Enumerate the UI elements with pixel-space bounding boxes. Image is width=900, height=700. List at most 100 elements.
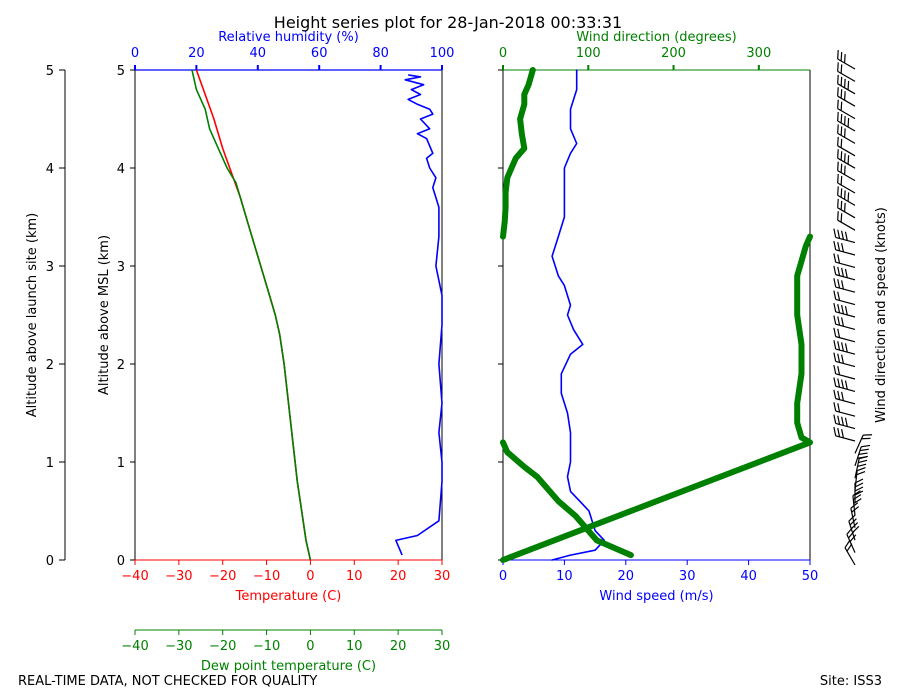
wind-barb <box>837 87 856 107</box>
wind-direction-series-line <box>500 233 813 563</box>
msl-tick-label: 3 <box>117 260 125 275</box>
wind-barb <box>854 434 873 454</box>
wind-barb <box>837 149 856 169</box>
wind-barb <box>833 414 856 430</box>
wind-barb <box>833 315 856 330</box>
humidity-tick-label: 80 <box>372 46 389 61</box>
temperature-tick-label: −20 <box>209 569 236 584</box>
quality-disclaimer: REAL-TIME DATA, NOT CHECKED FOR QUALITY <box>18 674 318 689</box>
wind-barb <box>833 265 856 281</box>
wind-barb <box>837 136 856 157</box>
wind-speed-axis-label: Wind speed (m/s) <box>599 589 713 604</box>
wind-barb <box>833 377 856 392</box>
msl-axis-label: Altitude above MSL (km) <box>97 235 112 395</box>
wind-barb <box>833 389 856 405</box>
wind-speed-tick-label: 0 <box>499 569 507 584</box>
wind-barb <box>837 62 856 82</box>
dewpoint-series-line <box>191 69 312 561</box>
temperature-tick-label: 10 <box>346 569 363 584</box>
wind-barb <box>833 402 856 417</box>
dewpoint-tick-label: −10 <box>253 639 280 654</box>
humidity-axis-label: Relative humidity (%) <box>218 30 359 45</box>
wind-direction-tick-label: 0 <box>499 46 507 61</box>
launch-site-tick-label: 1 <box>46 456 54 471</box>
humidity-tick-label: 20 <box>188 46 205 61</box>
msl-tick-label: 0 <box>117 554 125 569</box>
launch-site-tick-label: 5 <box>46 64 54 79</box>
wind-barb <box>833 302 856 318</box>
dewpoint-tick-label: 10 <box>346 639 363 654</box>
humidity-tick-label: 60 <box>311 46 328 61</box>
dewpoint-tick-label: 0 <box>306 639 314 654</box>
wind-barb <box>837 124 856 144</box>
wind-barb-label: Wind direction and speed (knots) <box>874 207 889 423</box>
wind-barbs: Wind direction and speed (knots) <box>833 50 889 566</box>
wind-barb <box>833 340 856 355</box>
temperature-tick-label: 0 <box>306 569 314 584</box>
humidity-tick-label: 40 <box>250 46 267 61</box>
msl-tick-label: 4 <box>117 162 125 177</box>
wind-speed-tick-label: 10 <box>556 569 573 584</box>
wind-barb <box>854 444 871 466</box>
launch-site-tick-label: 3 <box>46 260 54 275</box>
wind-barb <box>837 161 856 182</box>
launch-site-tick-label: 2 <box>46 358 54 373</box>
wind-direction-axis-label: Wind direction (degrees) <box>576 30 736 45</box>
wind-panel: 0 10 20 30 40 50 Wind speed (m/s) 0 100 200 300 Win… <box>498 30 818 604</box>
wind-speed-series-line <box>551 69 606 561</box>
wind-barb <box>837 74 856 95</box>
wind-direction-tick-label: 300 <box>746 46 771 61</box>
humidity-series-line <box>395 74 443 556</box>
wind-barb <box>837 198 856 219</box>
wind-barb <box>833 327 856 343</box>
wind-direction-series-line <box>500 439 634 559</box>
wind-barb <box>833 278 856 293</box>
msl-tick-label: 2 <box>117 358 125 373</box>
dewpoint-tick-label: 30 <box>434 639 451 654</box>
wind-barb <box>833 228 856 244</box>
msl-tick-label: 5 <box>117 64 125 79</box>
wind-barb <box>833 426 856 442</box>
wind-barb <box>833 364 856 380</box>
temperature-tick-label: −30 <box>165 569 192 584</box>
launch-site-tick-label: 4 <box>46 162 54 177</box>
humidity-tick-label: 0 <box>131 46 139 61</box>
wind-barb <box>833 290 856 306</box>
temperature-tick-label: −10 <box>253 569 280 584</box>
wind-barb <box>854 467 866 491</box>
wind-barb <box>844 539 856 566</box>
wind-speed-tick-label: 30 <box>679 569 696 584</box>
dewpoint-tick-label: −20 <box>209 639 236 654</box>
temperature-series-line <box>195 69 312 561</box>
wind-speed-tick-label: 20 <box>618 569 635 584</box>
humidity-tick-label: 100 <box>430 46 455 61</box>
thermo-panel: 0 1 2 3 4 5 Altitude above MSL (km) −40 −30 −20 −1… <box>97 30 454 674</box>
wind-barb <box>837 99 856 120</box>
wind-barb <box>837 174 856 194</box>
dewpoint-tick-label: −30 <box>165 639 192 654</box>
wind-barb <box>837 186 856 206</box>
wind-direction-tick-label: 100 <box>576 46 601 61</box>
site-label: Site: ISS3 <box>819 674 882 689</box>
temperature-tick-label: 20 <box>390 569 407 584</box>
launch-site-tick-label: 0 <box>46 554 54 569</box>
wind-barb <box>837 112 856 132</box>
wind-barb <box>833 253 856 268</box>
wind-speed-tick-label: 50 <box>802 569 819 584</box>
temperature-axis-label: Temperature (C) <box>235 589 342 604</box>
chart-title: Height series plot for 28-Jan-2018 00:33… <box>274 13 622 32</box>
wind-barb <box>833 352 856 368</box>
wind-barb <box>837 211 856 231</box>
temperature-tick-label: −40 <box>121 569 148 584</box>
dewpoint-axis-label: Dew point temperature (C) <box>201 659 376 674</box>
wind-speed-tick-label: 40 <box>740 569 757 584</box>
wind-direction-series-line <box>500 67 536 240</box>
launch-site-axis-label: Altitude above launch site (km) <box>25 213 40 417</box>
dewpoint-tick-label: −40 <box>121 639 148 654</box>
msl-tick-label: 1 <box>117 456 125 471</box>
temperature-tick-label: 30 <box>434 569 451 584</box>
wind-direction-tick-label: 200 <box>661 46 686 61</box>
launch-site-axis: 0 1 2 3 4 5 Altitude above launch site (km) <box>25 64 66 569</box>
dewpoint-tick-label: 20 <box>390 639 407 654</box>
